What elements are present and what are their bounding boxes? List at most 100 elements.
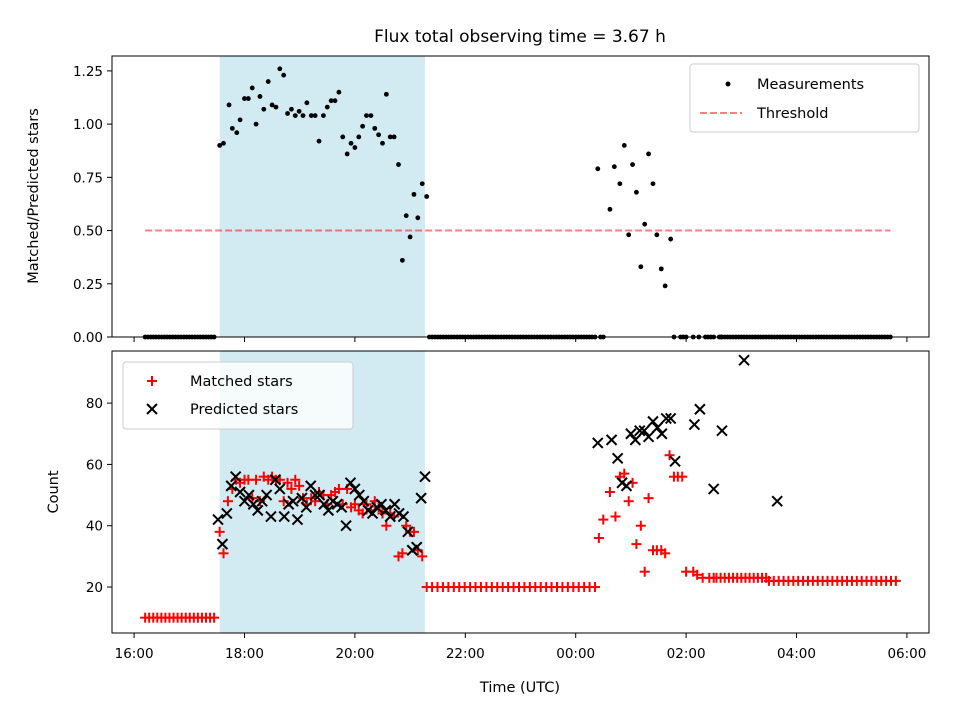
matched-star-point — [598, 514, 609, 525]
predicted-star-point — [238, 495, 251, 507]
predicted-star-point — [738, 354, 750, 366]
x-tick-label: 18:00 — [225, 646, 264, 662]
matched-star-point — [381, 520, 392, 531]
measurement-point — [277, 66, 283, 72]
legend-marker-measurements — [725, 81, 731, 87]
measurement-point — [595, 166, 601, 172]
measurement-point — [226, 102, 232, 108]
bottom-y-tick-label: 20 — [86, 580, 103, 596]
bottom-panel: 20 40 60 80 16:00 18:00 20:00 22:00 00:00 02:00 0… — [46, 350, 930, 696]
measurement-point — [356, 134, 362, 140]
predicted-star-point — [313, 489, 326, 501]
bottom-y-tick-label: 40 — [86, 519, 103, 535]
predicted-star-point — [221, 507, 233, 520]
top-y-tick-label: 0.25 — [73, 277, 103, 293]
matched-star-point — [610, 511, 621, 522]
matched-star-point — [286, 483, 297, 494]
measurement-point — [391, 134, 397, 140]
measurement-point — [281, 72, 287, 78]
measurement-point — [383, 91, 389, 97]
x-tick-label: 02:00 — [667, 646, 706, 662]
chart-title: Flux total observing time = 3.67 h — [374, 27, 666, 47]
predicted-star-point — [344, 477, 357, 489]
measurement-point — [312, 113, 318, 119]
predicted-star-point — [309, 489, 321, 501]
predicted-star-point — [638, 424, 650, 437]
measurement-point — [415, 215, 421, 221]
predicted-star-point — [340, 520, 352, 532]
measurement-point — [419, 181, 425, 187]
predicted-star-point — [353, 489, 366, 501]
bottom-y-tick-label: 60 — [86, 457, 103, 473]
matched-star-point — [643, 493, 654, 504]
predicted-star-point — [694, 403, 706, 415]
measurement-point — [269, 102, 275, 108]
matched-star-points — [140, 450, 901, 623]
x-tick-label: 00:00 — [556, 646, 595, 662]
predicted-star-point — [375, 498, 388, 510]
measurement-point — [360, 123, 366, 129]
matched-star-point — [251, 474, 262, 485]
measurement-point — [638, 264, 644, 270]
measurement-point — [658, 266, 664, 272]
predicted-star-point — [605, 434, 618, 446]
legend-marker-predicted — [146, 403, 158, 415]
predicted-star-point — [358, 495, 370, 507]
measurement-point — [380, 140, 385, 146]
predicted-star-point — [322, 504, 335, 517]
legend-label-threshold: Threshold — [756, 106, 828, 122]
matched-star-point — [310, 496, 321, 507]
measurement-point — [296, 108, 302, 114]
x-tick-label: 16:00 — [115, 646, 154, 662]
legend-label-measurements: Measurements — [757, 77, 864, 93]
top-y-tick-label: 1.25 — [73, 64, 103, 80]
predicted-star-point — [252, 504, 264, 517]
measurement-point — [662, 283, 668, 289]
predicted-star-point — [647, 415, 659, 428]
x-tick-label: 06:00 — [887, 646, 926, 662]
predicted-star-point — [388, 498, 401, 510]
top-y-ticks: 0.00 0.25 0.50 0.75 1.00 1.25 — [73, 64, 112, 346]
matched-star-point — [222, 496, 233, 507]
predicted-star-point — [216, 538, 229, 550]
measurement-point — [403, 213, 409, 219]
measurement-point — [340, 134, 346, 140]
measurement-point — [336, 89, 342, 95]
measurement-point — [634, 189, 639, 195]
matched-star-point — [890, 575, 901, 586]
measurement-point — [273, 104, 279, 110]
measurement-point — [621, 143, 627, 148]
measurement-point — [265, 79, 271, 84]
predicted-star-point — [234, 486, 246, 498]
predicted-star-point — [225, 480, 237, 492]
measurement-point — [650, 181, 656, 187]
matched-star-point — [349, 499, 360, 510]
matched-star-point — [664, 450, 675, 461]
measurement-point — [257, 94, 263, 99]
predicted-star-point — [212, 513, 224, 526]
observing-span-top — [219, 56, 425, 337]
measurement-point — [344, 151, 350, 157]
measurement-point — [304, 100, 310, 106]
measurement-point — [249, 85, 255, 91]
bottom-legend-box — [122, 361, 354, 430]
measurement-point — [630, 162, 635, 167]
predicted-star-point — [660, 412, 672, 425]
predicted-star-point — [620, 480, 633, 492]
predicted-star-point — [278, 510, 290, 523]
predicted-star-point — [265, 510, 277, 523]
measurement-point — [217, 143, 223, 148]
measurement-point — [221, 140, 226, 146]
predicted-star-point — [688, 418, 701, 431]
matched-star-point — [660, 548, 671, 559]
predicted-star-point — [669, 455, 681, 468]
predicted-star-point — [656, 428, 668, 440]
matched-star-point — [278, 496, 289, 507]
matched-star-point — [397, 548, 408, 559]
measurement-point — [316, 138, 322, 144]
predicted-star-point — [287, 495, 299, 507]
predicted-star-point — [419, 470, 431, 483]
top-x-ticks — [133, 337, 908, 342]
matched-star-point — [623, 496, 634, 507]
